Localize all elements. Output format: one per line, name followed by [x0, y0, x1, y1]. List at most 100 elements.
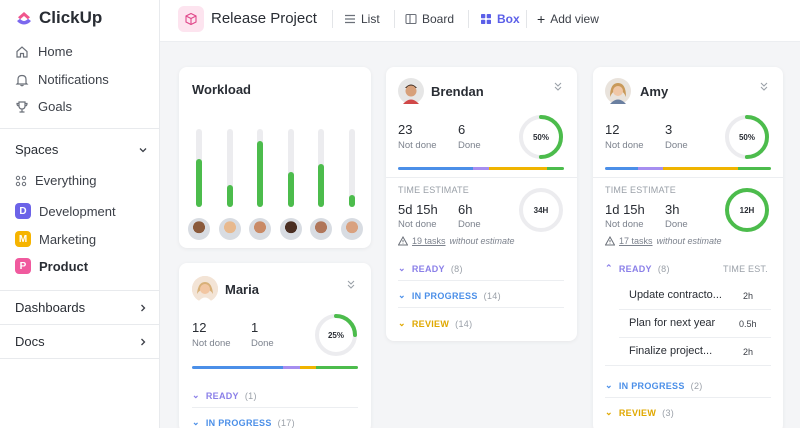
warning-icon [398, 236, 408, 246]
double-chevron-icon[interactable] [553, 81, 563, 93]
everything-label: Everything [35, 173, 97, 188]
ready-group[interactable]: ⌃ READY (8) [605, 263, 670, 274]
dashboards-row[interactable]: Dashboards [15, 300, 148, 315]
clickup-logo[interactable]: ClickUp [14, 8, 102, 28]
task-name[interactable]: Plan for next year [629, 317, 716, 329]
header-separator [468, 10, 469, 28]
space-badge: P [15, 258, 31, 274]
in-progress-group[interactable]: ⌄ IN PROGRESS (2) [605, 380, 703, 391]
divider [619, 309, 771, 310]
plus-icon: + [537, 11, 546, 27]
double-chevron-icon[interactable] [346, 279, 356, 291]
person-avatar-icon [605, 78, 631, 104]
double-chevron-icon[interactable] [759, 81, 769, 93]
nav-home[interactable]: Home [15, 44, 73, 59]
progress-percent: 25% [328, 331, 344, 340]
nav-goals[interactable]: Goals [15, 99, 72, 114]
person-name: Amy [640, 84, 669, 99]
workload-bar-fill [257, 141, 263, 207]
view-box-label: Box [497, 12, 520, 26]
space-marketing[interactable]: M Marketing [15, 231, 96, 247]
dashboards-label: Dashboards [15, 300, 86, 315]
progress-percent: 50% [533, 133, 549, 142]
workload-bar[interactable] [196, 129, 202, 207]
not-done-count: 23 [398, 122, 413, 137]
divider [386, 177, 577, 178]
not-done-count: 12 [605, 122, 620, 137]
person-card-maria: Maria 12 Not done 1 Done 25% ⌄ READY (1) ⌄… [179, 263, 371, 428]
view-list-tab[interactable]: List [344, 12, 380, 26]
chevron-down-icon: ⌄ [398, 290, 406, 300]
view-board-label: Board [422, 12, 455, 26]
space-badge: D [15, 203, 31, 219]
nav-home-label: Home [38, 44, 73, 59]
ready-group[interactable]: ⌄ READY (1) [192, 390, 257, 401]
avatar[interactable] [398, 78, 424, 104]
chevron-up-icon: ⌃ [605, 263, 613, 273]
divider [192, 407, 358, 408]
docs-row[interactable]: Docs [15, 334, 148, 349]
tasks-link[interactable]: 17 tasks [619, 236, 653, 246]
time-estimate-label: TIME ESTIMATE [398, 185, 469, 195]
divider [605, 365, 771, 366]
grid-dots-icon [15, 175, 27, 186]
workload-bar[interactable] [287, 129, 294, 207]
workload-bar-fill [196, 159, 202, 207]
in-progress-group[interactable]: ⌄ IN PROGRESS (14) [398, 290, 501, 301]
space-development[interactable]: D Development [15, 203, 116, 219]
chevron-down-icon: ⌄ [192, 390, 200, 400]
sidebar-divider [0, 324, 160, 325]
review-group[interactable]: ⌄ REVIEW (3) [605, 407, 674, 418]
nav-notifications[interactable]: Notifications [15, 72, 109, 87]
tasks-link[interactable]: 19 tasks [412, 236, 446, 246]
docs-label: Docs [15, 334, 45, 349]
in-progress-label: IN PROGRESS [618, 380, 685, 391]
space-everything[interactable]: Everything [15, 173, 96, 188]
review-count: (3) [662, 407, 675, 418]
list-icon [345, 14, 355, 24]
done-label: Done [458, 140, 481, 151]
task-name[interactable]: Update contracto... [629, 289, 722, 301]
ready-count: (8) [450, 263, 463, 274]
add-view-button[interactable]: + Add view [537, 12, 599, 26]
workload-bar[interactable] [226, 129, 233, 207]
ready-count: (1) [244, 390, 257, 401]
view-board-tab[interactable]: Board [405, 12, 454, 26]
view-box-tab[interactable]: Box [480, 12, 520, 26]
task-name[interactable]: Finalize project... [629, 345, 713, 357]
workload-avatar[interactable] [310, 218, 332, 240]
workload-avatar[interactable] [218, 218, 241, 240]
app-name: ClickUp [39, 8, 103, 27]
space-product[interactable]: P Product [15, 258, 88, 274]
workload-avatar[interactable] [340, 218, 363, 240]
review-label: REVIEW [618, 407, 657, 418]
ready-label: READY [205, 390, 239, 401]
workload-bar[interactable] [318, 129, 324, 207]
trophy-icon [16, 100, 28, 113]
bell-icon [15, 74, 29, 86]
ready-group[interactable]: ⌄ READY (8) [398, 263, 463, 274]
workload-avatar[interactable] [279, 218, 302, 240]
done-label: Done [665, 140, 688, 151]
in-progress-label: IN PROGRESS [411, 290, 478, 301]
workload-bar[interactable] [257, 129, 263, 207]
workload-avatar[interactable] [188, 218, 210, 240]
spaces-header[interactable]: Spaces [15, 142, 148, 157]
chevron-down-icon [139, 147, 147, 152]
workload-bar[interactable] [348, 129, 355, 207]
workload-bar-fill [287, 172, 294, 207]
avatar[interactable] [605, 78, 631, 104]
chevron-down-icon: ⌄ [605, 407, 613, 417]
review-group[interactable]: ⌄ REVIEW (14) [398, 318, 472, 329]
review-label: REVIEW [411, 318, 450, 329]
not-done-label: Not done [398, 140, 437, 151]
divider [398, 280, 564, 281]
header-separator [332, 10, 333, 28]
person-name: Maria [225, 282, 259, 297]
avatar[interactable] [192, 276, 218, 302]
warning-icon [605, 236, 615, 246]
in-progress-group[interactable]: ⌄ IN PROGRESS (17) [192, 417, 295, 428]
clickup-logo-icon [17, 12, 31, 25]
header-separator [526, 10, 527, 28]
workload-avatar[interactable] [249, 218, 271, 240]
